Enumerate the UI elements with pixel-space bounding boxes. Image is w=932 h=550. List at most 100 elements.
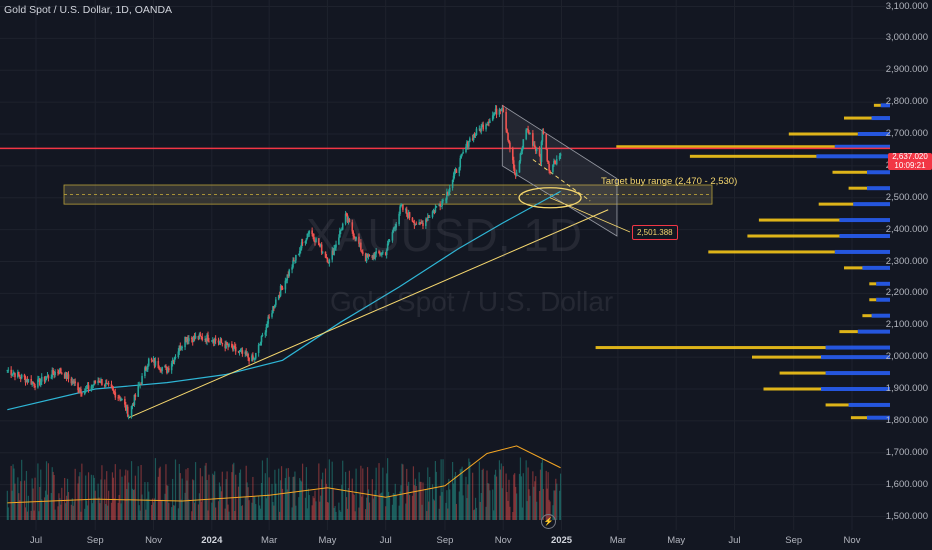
- candle-body: [227, 344, 229, 347]
- candle-body: [454, 169, 457, 171]
- candle-body: [506, 129, 508, 133]
- volume-bar: [141, 494, 143, 520]
- candle-body: [547, 160, 549, 164]
- candle-body: [105, 383, 108, 384]
- candle-body: [462, 152, 464, 154]
- candle-body: [394, 227, 397, 229]
- volume-bar: [345, 497, 348, 520]
- volume-profile-bar: [816, 154, 890, 159]
- x-tick-label: May: [667, 535, 686, 546]
- candle-body: [495, 108, 498, 115]
- volume-bar: [37, 463, 39, 520]
- candle-body: [466, 141, 468, 147]
- candle-body: [471, 138, 474, 140]
- volume-bar: [206, 480, 208, 520]
- candle-body: [180, 347, 183, 350]
- candle-body: [334, 247, 336, 249]
- candle-body: [166, 366, 168, 373]
- volume-bar: [23, 480, 26, 520]
- lightning-icon[interactable]: ⚡: [541, 514, 556, 529]
- volume-bar: [439, 495, 441, 520]
- candle-body: [439, 204, 441, 207]
- candle-body: [187, 338, 189, 342]
- candle-body: [518, 161, 521, 173]
- candle-body: [14, 373, 16, 378]
- volume-bar: [312, 496, 314, 520]
- candle-body: [300, 242, 303, 249]
- volume-bar: [98, 497, 100, 520]
- candle-body: [311, 230, 313, 235]
- candle-body: [434, 207, 437, 212]
- candle-body: [184, 336, 186, 348]
- volume-bar: [264, 473, 266, 520]
- candle-body: [199, 334, 202, 337]
- volume-bar: [252, 476, 254, 520]
- volume-bar: [71, 498, 73, 520]
- volume-bar: [85, 475, 87, 520]
- volume-bar: [164, 493, 166, 520]
- volume-bar: [407, 485, 409, 520]
- candle-body: [253, 359, 255, 360]
- candle-body: [268, 316, 270, 318]
- ascending-trendline: [128, 209, 609, 419]
- candle-body: [419, 222, 421, 224]
- candle-body: [508, 140, 510, 143]
- candle-body: [171, 359, 174, 364]
- y-tick-label: 2,800.000: [885, 96, 928, 108]
- candle-body: [279, 285, 282, 296]
- candle-body: [107, 383, 110, 385]
- candle-body: [554, 160, 556, 164]
- volume-bar: [280, 480, 282, 520]
- volume-bar: [534, 481, 536, 520]
- volume-bar: [265, 498, 267, 520]
- volume-bar: [459, 469, 461, 520]
- candle-body: [226, 342, 228, 345]
- volume-bars: [6, 457, 562, 520]
- candle-body: [126, 406, 129, 417]
- volume-profile-bar: [689, 154, 817, 158]
- volume-bar: [545, 470, 547, 520]
- volume-bar: [494, 469, 497, 520]
- candle-body: [519, 153, 522, 162]
- candle-body: [87, 385, 90, 390]
- candle-body: [51, 370, 54, 378]
- grid: [0, 0, 890, 530]
- x-tick-label: Sep: [86, 535, 104, 546]
- volume-bar: [305, 467, 308, 520]
- volume-bar: [258, 505, 261, 520]
- candle-body: [404, 209, 407, 211]
- candle-body: [559, 153, 562, 156]
- volume-bar: [21, 459, 23, 520]
- candle-body: [146, 365, 149, 370]
- volume-bar: [207, 510, 209, 520]
- volume-bar: [224, 508, 226, 520]
- candle-body: [60, 372, 63, 374]
- candle-body: [131, 404, 134, 407]
- candle-body: [474, 135, 477, 136]
- volume-bar: [395, 495, 397, 520]
- candle-body: [50, 377, 53, 379]
- candle-body: [134, 394, 137, 397]
- candle-body: [319, 244, 322, 246]
- candle-body: [398, 213, 400, 225]
- candle-body: [433, 209, 436, 212]
- candle-body: [314, 241, 316, 243]
- volume-bar: [381, 492, 383, 520]
- candle-body: [368, 254, 371, 256]
- volume-profile-bar: [862, 314, 872, 318]
- volume-bar: [498, 460, 501, 520]
- x-tick-label: Nov: [843, 535, 861, 546]
- candle-body: [307, 233, 310, 235]
- volume-bar: [542, 488, 544, 520]
- candle-body: [485, 124, 487, 130]
- candle-body: [204, 339, 206, 340]
- candle-body: [140, 383, 142, 385]
- candle-body: [347, 219, 350, 222]
- candle-body: [375, 251, 377, 254]
- candle-body: [7, 369, 10, 371]
- candle-body: [64, 372, 67, 379]
- y-tick-label: 1,500.000: [885, 510, 928, 522]
- volume-bar: [321, 479, 323, 520]
- candle-body: [374, 253, 377, 259]
